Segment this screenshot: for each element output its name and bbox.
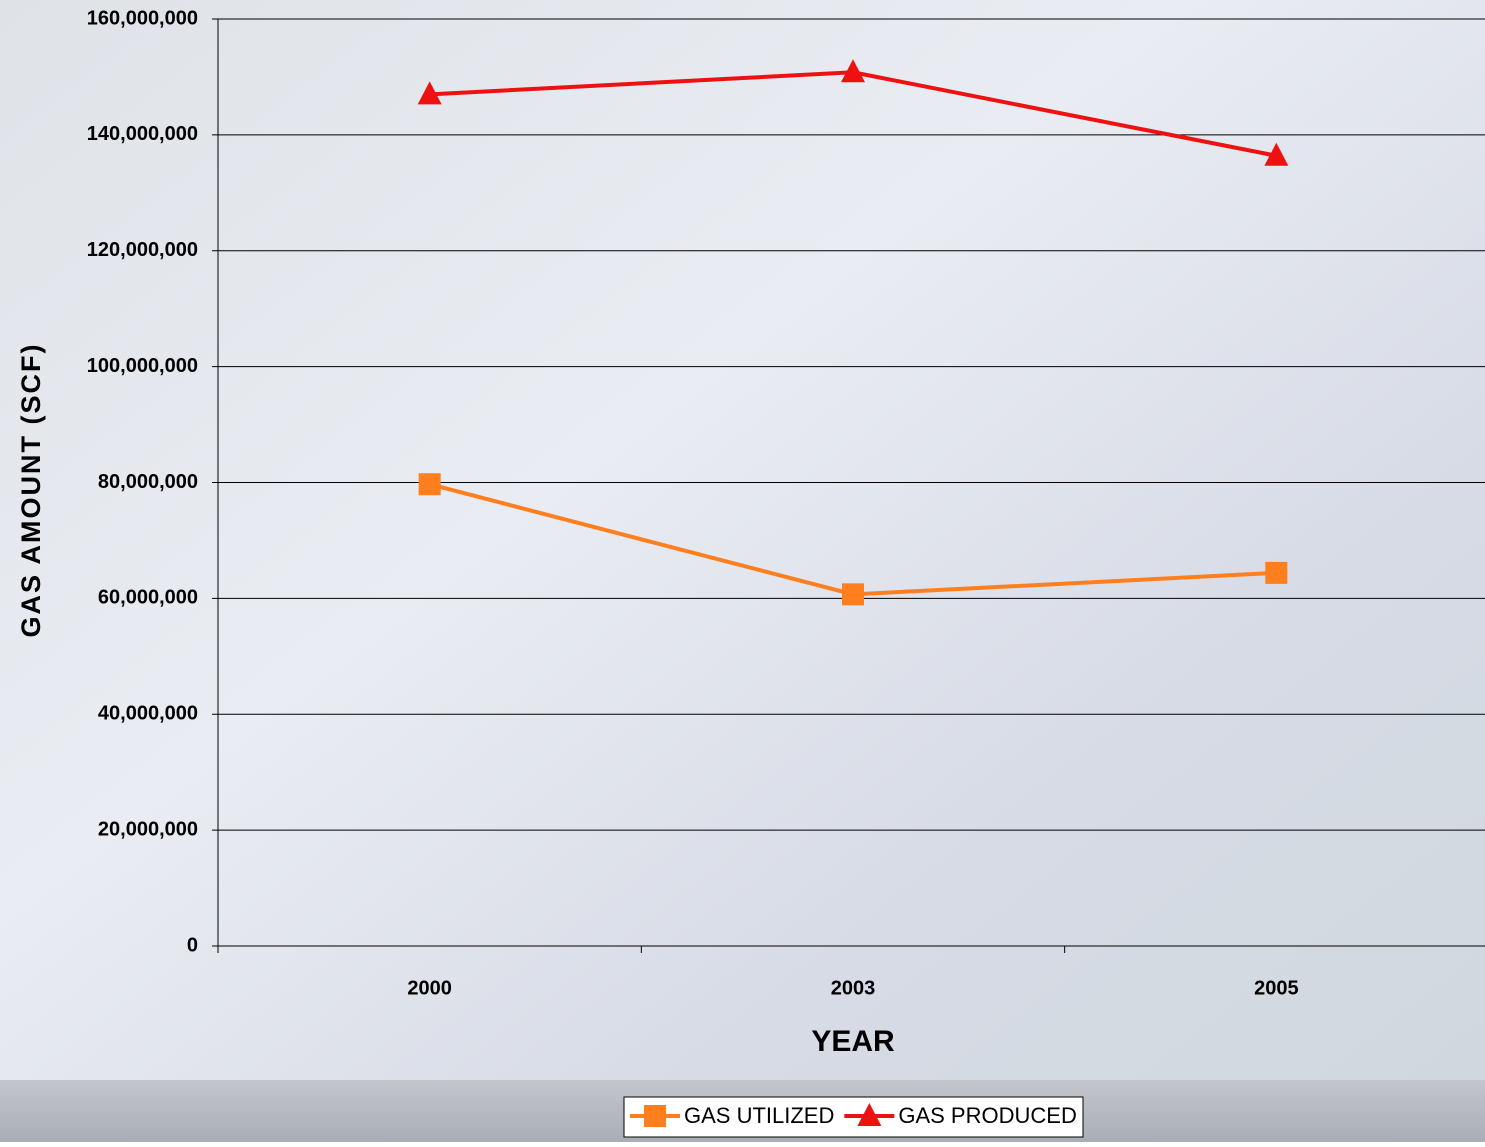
marker — [417, 81, 442, 105]
marker — [841, 59, 865, 83]
y-axis-title: GAS AMOUNT (SCF) — [16, 343, 46, 638]
y-tick-label: 100,000,000 — [87, 355, 198, 377]
x-tick-label: 2000 — [407, 977, 452, 999]
marker — [418, 473, 441, 496]
marker — [842, 583, 864, 606]
marker — [857, 1103, 882, 1126]
legend-label: GAS PRODUCED — [898, 1103, 1076, 1128]
y-tick-label: 160,000,000 — [87, 7, 198, 29]
y-tick-label: 20,000,000 — [98, 818, 198, 840]
y-tick-label: 120,000,000 — [87, 239, 198, 261]
y-tick-label: 40,000,000 — [98, 703, 198, 725]
marker — [1265, 561, 1288, 584]
y-tick-label: 0 — [187, 934, 198, 956]
y-tick-label: 60,000,000 — [98, 587, 198, 609]
marker — [1264, 142, 1289, 166]
x-axis-title: YEAR — [811, 1025, 895, 1058]
y-tick-label: 140,000,000 — [87, 123, 198, 145]
x-tick-label: 2005 — [1254, 977, 1299, 999]
legend-label: GAS UTILIZED — [684, 1103, 834, 1128]
x-tick-label: 2003 — [831, 977, 876, 999]
y-tick-label: 80,000,000 — [98, 471, 198, 493]
marker — [644, 1105, 666, 1127]
